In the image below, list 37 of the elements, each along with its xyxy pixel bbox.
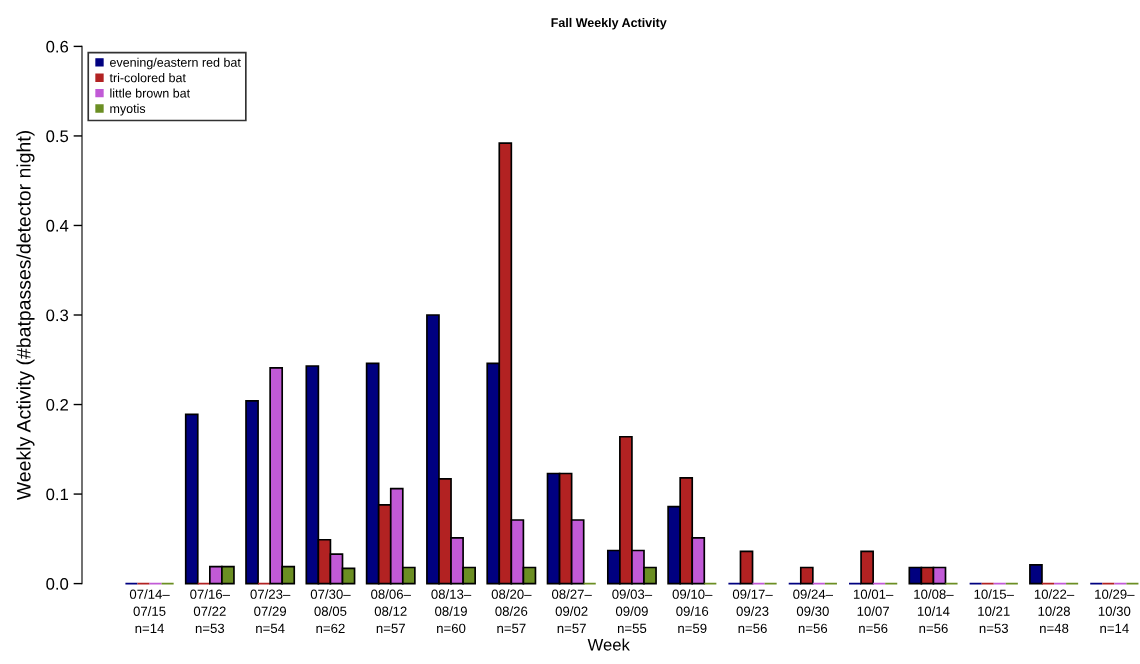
bar	[739, 550, 754, 585]
x-tick-label: 10/01– 10/07 n=56	[853, 589, 894, 634]
x-tick-label: 07/16– 07/22 n=53	[190, 589, 231, 634]
y-tick-label: 0.0	[46, 578, 69, 590]
bar	[184, 413, 199, 585]
x-tick-label: 09/17– 09/23 n=56	[732, 589, 773, 634]
bar	[245, 400, 259, 585]
bar	[1029, 563, 1043, 585]
x-tick-label: 09/10– 09/16 n=59	[672, 589, 713, 634]
y-tick-label: 0.2	[46, 398, 68, 411]
y-tick-label: 0.4	[46, 219, 69, 232]
x-tick-label: 07/30– 08/05 n=62	[310, 589, 351, 634]
x-tick-label: 10/15– 10/21 n=53	[974, 589, 1014, 634]
x-tick-label: 10/29– 10/30 n=14	[1095, 589, 1135, 633]
bar	[860, 550, 874, 585]
x-tick-label: 08/27– 09/02 n=57	[551, 589, 592, 634]
chart-title: Fall Weekly Activity	[551, 17, 667, 30]
x-tick-label: 09/24– 09/30 n=56	[793, 589, 834, 634]
legend-label: evening/eastern red bat	[110, 57, 241, 70]
x-tick-label: 08/13– 08/19 n=60	[431, 589, 472, 634]
y-tick-label: 0.5	[46, 130, 69, 143]
x-tick-label: 08/06– 08/12 n=57	[371, 589, 411, 634]
x-tick-label: 07/14– 07/15 n=14	[129, 589, 170, 633]
x-tick-label: 07/23– 07/29 n=54	[250, 589, 291, 634]
legend-label: myotis	[110, 103, 146, 116]
legend-label: little brown bat	[110, 88, 190, 98]
x-tick-label: 09/03– 09/09 n=55	[612, 589, 653, 634]
bar	[799, 566, 814, 585]
y-tick-label: 0.1	[46, 488, 68, 501]
x-tick-label: 08/20– 08/26 n=57	[491, 589, 532, 634]
legend-label: tri-colored bat	[109, 73, 186, 83]
y-axis-title: Weekly Activity (#batpasses/detector night)	[16, 131, 35, 501]
y-tick-label: 0.3	[46, 309, 69, 322]
x-tick-label: 10/08– 10/14 n=56	[914, 589, 954, 634]
x-tick-label: 10/22– 10/28 n=48	[1034, 589, 1075, 634]
y-tick-label: 0.6	[46, 40, 69, 53]
x-axis-title: Week	[587, 638, 630, 651]
